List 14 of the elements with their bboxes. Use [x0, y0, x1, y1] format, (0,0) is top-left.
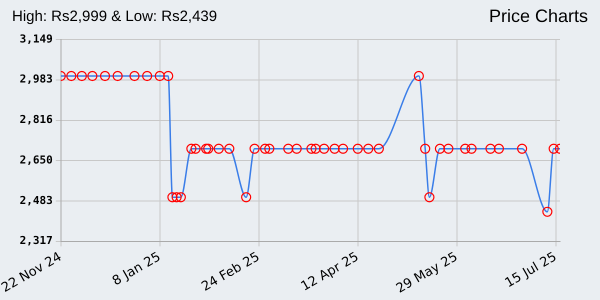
- x-tick-label: 22 Nov 24: [0, 250, 64, 296]
- y-tick-label: 2,483: [20, 194, 53, 207]
- chart-title: High: Rs2,999 & Low: Rs2,439: [12, 8, 218, 25]
- y-tick-label: 2,816: [20, 113, 54, 126]
- x-tick-label: 8 Jan 25: [110, 250, 164, 290]
- y-tick-label: 2,317: [20, 234, 53, 248]
- x-tick-label: 24 Feb 25: [199, 250, 262, 295]
- text: Price Charts: [488, 6, 588, 27]
- y-tick-label: 3,149: [20, 32, 53, 46]
- y-tick-label: 2,650: [20, 153, 53, 166]
- y-tick-label: 2,983: [20, 72, 53, 86]
- x-tick-label: 12 Apr 25: [298, 250, 362, 294]
- x-tick-label: 29 May 25: [394, 250, 460, 297]
- x-tick-label: 15 Jul 25: [502, 250, 560, 292]
